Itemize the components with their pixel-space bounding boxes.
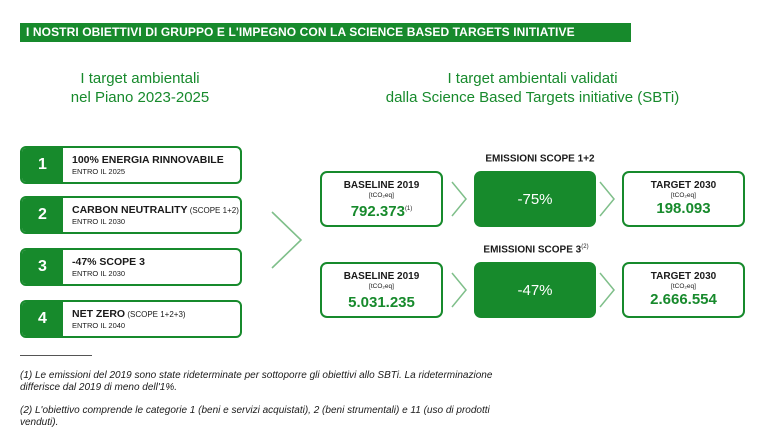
target-unit: [tCO₂eq]	[671, 283, 696, 290]
target-title: CARBON NEUTRALITY (SCOPE 1+2)	[72, 204, 239, 216]
scope12-target-box: TARGET 2030 [tCO₂eq] 198.093	[622, 171, 745, 227]
target-title: 100% ENERGIA RINNOVABILE	[72, 154, 224, 166]
left-heading-line-2: nel Piano 2023-2025	[70, 89, 210, 106]
reduction-value: -75%	[517, 190, 553, 208]
scope3-target-box: TARGET 2030 [tCO₂eq] 2.666.554	[622, 262, 745, 318]
target-deadline: ENTRO IL 2030	[72, 217, 126, 226]
target-title: TARGET 2030	[650, 180, 717, 191]
chevron-right-icon	[599, 272, 615, 308]
target-title: TARGET 2030	[650, 271, 717, 282]
reduction-value: -47%	[517, 281, 553, 299]
target-deadline: ENTRO IL 2025	[72, 167, 126, 176]
target-card-1: 1 100% ENERGIA RINNOVABILE ENTRO IL 2025	[20, 146, 242, 184]
page-banner: I NOSTRI OBIETTIVI DI GRUPPO E L'IMPEGNO…	[20, 23, 631, 42]
target-number: 1	[22, 148, 63, 182]
target-deadline: ENTRO IL 2030	[72, 269, 126, 278]
target-number: 2	[22, 198, 63, 232]
target-card-3: 3 -47% SCOPE 3 ENTRO IL 2030	[20, 248, 242, 286]
scope3-baseline-box: BASELINE 2019 [tCO₂eq] 5.031.235	[320, 262, 443, 318]
chevron-right-icon	[599, 181, 615, 217]
chevron-right-icon	[451, 272, 467, 308]
baseline-unit: [tCO₂eq]	[369, 283, 394, 290]
target-value: 198.093	[656, 200, 711, 217]
target-number: 3	[22, 250, 63, 284]
baseline-title: BASELINE 2019	[343, 180, 420, 191]
footnote-1: (1) Le emissioni del 2019 sono state rid…	[20, 370, 493, 393]
target-card-4: 4 NET ZERO (SCOPE 1+2+3) ENTRO IL 2040	[20, 300, 242, 338]
left-heading-line-1: I target ambientali	[80, 70, 200, 87]
scope12-baseline-box: BASELINE 2019 [tCO₂eq] 792.373(1)	[320, 171, 443, 227]
baseline-value: 792.373(1)	[350, 203, 413, 220]
scope12-reduction-box: -75%	[474, 171, 596, 227]
target-title: NET ZERO (SCOPE 1+2+3)	[72, 308, 186, 320]
footnote-ref: (1)	[404, 206, 413, 212]
baseline-unit: [tCO₂eq]	[369, 192, 394, 199]
scope3-reduction-box: -47%	[474, 262, 596, 318]
target-number: 4	[22, 302, 63, 336]
right-heading: I target ambientali validati dalla Scien…	[360, 69, 705, 107]
baseline-title: BASELINE 2019	[343, 271, 420, 282]
scope3-label: EMISSIONI SCOPE 3(2)	[483, 244, 589, 256]
footnote-divider	[20, 355, 92, 356]
chevron-right-outline-icon	[271, 211, 303, 269]
right-heading-line-2: dalla Science Based Targets initiative (…	[385, 89, 680, 106]
footnote-2: (2) L'obiettivo comprende le categorie 1…	[20, 405, 490, 428]
target-deadline: ENTRO IL 2040	[72, 321, 126, 330]
left-heading: I target ambientali nel Piano 2023-2025	[40, 69, 240, 107]
baseline-value: 5.031.235	[348, 294, 415, 311]
chevron-right-icon	[451, 181, 467, 217]
target-unit: [tCO₂eq]	[671, 192, 696, 199]
scope12-label: EMISSIONI SCOPE 1+2	[485, 153, 595, 165]
right-heading-line-1: I target ambientali validati	[447, 70, 618, 87]
target-title: -47% SCOPE 3	[72, 256, 145, 268]
target-value: 2.666.554	[650, 291, 717, 308]
footnote-ref: (2)	[581, 244, 589, 250]
target-card-2: 2 CARBON NEUTRALITY (SCOPE 1+2) ENTRO IL…	[20, 196, 242, 234]
